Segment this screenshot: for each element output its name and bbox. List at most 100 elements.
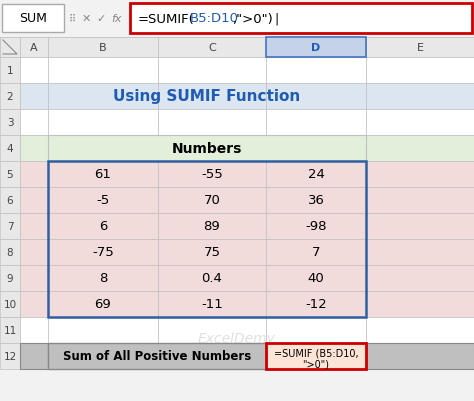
Bar bbox=[20, 265, 48, 291]
Text: Using SUMIF Function: Using SUMIF Function bbox=[113, 89, 301, 104]
Bar bbox=[20, 38, 48, 58]
Text: -55: -55 bbox=[201, 168, 223, 181]
Bar bbox=[366, 239, 474, 265]
Bar bbox=[158, 239, 266, 265]
Bar bbox=[48, 265, 158, 291]
Text: B: B bbox=[99, 43, 107, 53]
Bar bbox=[158, 265, 266, 291]
Bar bbox=[20, 110, 48, 136]
Bar bbox=[266, 58, 366, 84]
Bar bbox=[48, 38, 158, 58]
Text: 4: 4 bbox=[7, 144, 13, 154]
Bar bbox=[266, 239, 366, 265]
Text: 10: 10 bbox=[3, 299, 17, 309]
Text: ,">0"): ,">0") bbox=[232, 12, 273, 25]
Bar bbox=[48, 162, 158, 188]
Bar bbox=[48, 291, 158, 317]
Bar bbox=[366, 58, 474, 84]
Text: 2: 2 bbox=[7, 92, 13, 102]
Bar bbox=[20, 213, 48, 239]
Bar bbox=[366, 84, 474, 110]
Text: 1: 1 bbox=[7, 66, 13, 76]
Bar bbox=[20, 162, 48, 188]
Text: 24: 24 bbox=[308, 168, 324, 181]
Text: 70: 70 bbox=[203, 194, 220, 207]
Bar bbox=[20, 291, 48, 317]
Bar bbox=[0, 110, 20, 136]
Bar bbox=[266, 213, 366, 239]
Text: 7: 7 bbox=[312, 246, 320, 259]
Text: 6: 6 bbox=[7, 196, 13, 205]
Bar bbox=[0, 317, 20, 343]
Bar bbox=[20, 239, 48, 265]
Text: 75: 75 bbox=[203, 246, 220, 259]
Bar bbox=[266, 343, 366, 369]
Bar bbox=[48, 213, 158, 239]
Text: E: E bbox=[417, 43, 423, 53]
Bar bbox=[0, 84, 20, 110]
Bar bbox=[266, 188, 366, 213]
Text: -98: -98 bbox=[305, 220, 327, 233]
Text: ✓: ✓ bbox=[96, 14, 106, 24]
Bar bbox=[366, 343, 474, 369]
Bar bbox=[48, 84, 158, 110]
Text: 8: 8 bbox=[7, 247, 13, 257]
Bar bbox=[20, 317, 48, 343]
Bar bbox=[48, 136, 158, 162]
Bar bbox=[158, 188, 266, 213]
Bar bbox=[0, 58, 20, 84]
Bar bbox=[266, 291, 366, 317]
Text: A: A bbox=[30, 43, 38, 53]
Text: -12: -12 bbox=[305, 298, 327, 311]
Bar bbox=[366, 213, 474, 239]
Bar bbox=[366, 317, 474, 343]
Bar bbox=[266, 317, 366, 343]
Text: D: D bbox=[311, 43, 320, 53]
Text: =SUMIF(: =SUMIF( bbox=[138, 12, 195, 25]
Bar bbox=[158, 38, 266, 58]
Bar bbox=[48, 162, 366, 317]
Bar bbox=[20, 188, 48, 213]
Text: 9: 9 bbox=[7, 273, 13, 283]
Bar bbox=[366, 110, 474, 136]
Bar bbox=[130, 4, 472, 34]
Bar bbox=[48, 110, 158, 136]
Bar bbox=[266, 136, 366, 162]
Bar bbox=[158, 317, 266, 343]
Bar bbox=[0, 291, 20, 317]
Bar bbox=[48, 188, 158, 213]
Bar bbox=[158, 136, 266, 162]
Bar bbox=[48, 317, 158, 343]
Text: ⠿: ⠿ bbox=[68, 14, 75, 24]
Bar bbox=[48, 58, 158, 84]
Bar bbox=[266, 162, 366, 188]
Bar bbox=[158, 162, 266, 188]
Bar bbox=[20, 58, 48, 84]
Text: Sum of All Positive Numbers: Sum of All Positive Numbers bbox=[63, 350, 251, 363]
Bar bbox=[158, 110, 266, 136]
Bar bbox=[0, 239, 20, 265]
Bar bbox=[366, 38, 474, 58]
Text: 0.4: 0.4 bbox=[201, 272, 222, 285]
Bar bbox=[0, 0, 474, 38]
Bar bbox=[266, 38, 366, 58]
Text: =SUMIF (B5:D10,: =SUMIF (B5:D10, bbox=[273, 348, 358, 358]
Text: -75: -75 bbox=[92, 246, 114, 259]
Bar bbox=[20, 136, 48, 162]
Bar bbox=[266, 265, 366, 291]
Bar bbox=[0, 162, 20, 188]
Bar bbox=[0, 38, 474, 58]
Bar bbox=[48, 239, 158, 265]
Text: 89: 89 bbox=[204, 220, 220, 233]
Bar bbox=[48, 343, 266, 369]
Bar bbox=[20, 343, 48, 369]
Text: 40: 40 bbox=[308, 272, 324, 285]
Text: |: | bbox=[274, 12, 278, 25]
Text: SUM: SUM bbox=[19, 12, 47, 25]
Text: 11: 11 bbox=[3, 325, 17, 335]
Text: B5:D10: B5:D10 bbox=[190, 12, 239, 25]
Text: 36: 36 bbox=[308, 194, 324, 207]
Text: 6: 6 bbox=[99, 220, 107, 233]
Text: -11: -11 bbox=[201, 298, 223, 311]
Text: Numbers: Numbers bbox=[172, 142, 242, 156]
